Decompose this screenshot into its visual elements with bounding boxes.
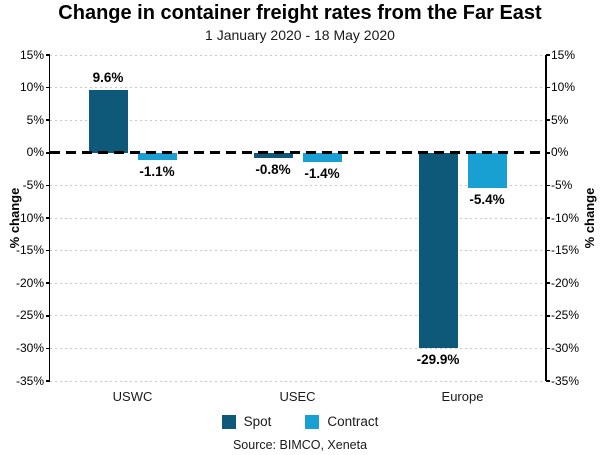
y-tick-label-right-5: 5% xyxy=(551,112,569,127)
bar-value-label-contract-uswc: -1.1% xyxy=(139,163,175,179)
legend-item-contract: Contract xyxy=(305,414,378,429)
y-tick-mark-right-10 xyxy=(545,86,550,89)
bar-contract-europe xyxy=(467,152,507,188)
y-tick-mark-left-5 xyxy=(45,119,50,121)
y-tick-label-right-neg5: -5% xyxy=(551,177,573,192)
bar-value-label-contract-europe: -5.4% xyxy=(469,192,505,207)
bar-value-label-spot-usec: -0.8% xyxy=(255,162,291,178)
y-tick-label-left-5: 5% xyxy=(26,112,44,127)
y-tick-mark-left-neg10 xyxy=(45,217,50,219)
legend-label-contract: Contract xyxy=(327,414,379,429)
bar-spot-europe xyxy=(418,152,458,348)
y-tick-label-left-neg10: -10% xyxy=(15,210,44,225)
y-tick-label-left-15: 15% xyxy=(19,47,44,62)
y-tick-label-left-neg20: -20% xyxy=(15,275,44,290)
y-tick-label-left-neg25: -25% xyxy=(15,308,44,323)
chart-subtitle: 1 January 2020 - 18 May 2020 xyxy=(205,27,395,43)
legend-swatch-contract xyxy=(305,414,320,429)
gridline-15 xyxy=(50,54,545,56)
y-tick-label-left-neg5: -5% xyxy=(22,177,44,192)
bar-value-label-contract-usec: -1.4% xyxy=(304,165,340,181)
y-tick-label-right-0: 0% xyxy=(551,145,569,160)
bar-spot-usec xyxy=(253,152,293,158)
y-tick-mark-right-5 xyxy=(545,119,550,121)
y-tick-mark-right-neg15 xyxy=(545,249,550,252)
legend-swatch-spot xyxy=(221,414,236,429)
y-tick-label-right-neg20: -20% xyxy=(551,275,580,290)
y-tick-label-right-10: 10% xyxy=(551,80,576,95)
x-category-label-uswc: USWC xyxy=(112,389,153,404)
gridline-neg20 xyxy=(50,282,545,284)
y-tick-mark-right-neg25 xyxy=(545,315,550,317)
y-tick-label-left-0: 0% xyxy=(26,145,44,160)
bar-value-label-spot-uswc: 9.6% xyxy=(92,70,124,86)
x-category-label-europe: Europe xyxy=(441,389,484,404)
y-tick-label-right-neg30: -30% xyxy=(551,340,580,355)
y-tick-label-left-neg30: -30% xyxy=(15,340,44,355)
gridline-neg5 xyxy=(50,184,545,186)
y-tick-mark-left-neg5 xyxy=(45,184,50,187)
y-tick-mark-left-10 xyxy=(45,86,50,89)
y-tick-mark-left-neg20 xyxy=(45,282,50,284)
bar-contract-uswc xyxy=(137,152,177,160)
gridline-neg10 xyxy=(50,217,545,219)
y-tick-mark-right-15 xyxy=(545,54,550,56)
y-tick-label-right-neg15: -15% xyxy=(551,243,580,258)
y-tick-mark-left-neg30 xyxy=(45,347,50,350)
gridline-neg35 xyxy=(50,380,545,382)
source-note: Source: BIMCO, Xeneta xyxy=(232,438,368,452)
gridline-neg15 xyxy=(50,250,545,252)
bar-contract-usec xyxy=(302,152,342,162)
y-tick-mark-right-neg35 xyxy=(545,380,550,382)
y-tick-label-right-neg25: -25% xyxy=(551,308,580,323)
y-tick-mark-right-neg10 xyxy=(545,217,550,219)
legend-item-spot: Spot xyxy=(221,414,272,429)
y-tick-mark-left-neg35 xyxy=(45,380,50,382)
y-tick-label-left-neg15: -15% xyxy=(15,243,44,258)
y-tick-label-left-10: 10% xyxy=(19,80,44,95)
y-tick-mark-right-neg20 xyxy=(545,282,550,284)
y-axis-line-left xyxy=(48,55,50,381)
x-category-label-usec: USEC xyxy=(279,389,316,404)
y-tick-label-right-15: 15% xyxy=(551,47,576,62)
gridline-neg25 xyxy=(50,315,545,317)
y-tick-mark-left-neg15 xyxy=(45,249,50,252)
gridline-neg30 xyxy=(50,347,545,349)
y-tick-mark-right-0 xyxy=(545,152,550,154)
bar-spot-uswc xyxy=(88,90,128,153)
legend-label-spot: Spot xyxy=(243,414,272,429)
y-tick-mark-left-15 xyxy=(45,54,50,56)
legend: Spot Contract xyxy=(0,414,600,429)
y-tick-mark-right-neg30 xyxy=(545,347,550,350)
y-tick-label-right-neg35: -35% xyxy=(551,373,580,388)
y-tick-label-right-neg10: -10% xyxy=(551,210,580,225)
y-tick-label-left-neg35: -35% xyxy=(15,373,44,388)
gridline-10 xyxy=(50,87,545,89)
y-tick-mark-left-neg25 xyxy=(45,315,50,317)
zero-baseline xyxy=(50,151,545,155)
chart-title: Change in container freight rates from t… xyxy=(58,2,542,24)
y-tick-mark-right-neg5 xyxy=(545,184,550,187)
y-tick-mark-left-0 xyxy=(45,152,50,154)
y-axis-line-right xyxy=(545,55,547,381)
gridline-5 xyxy=(50,119,545,121)
bar-value-label-spot-europe: -29.9% xyxy=(416,351,460,367)
